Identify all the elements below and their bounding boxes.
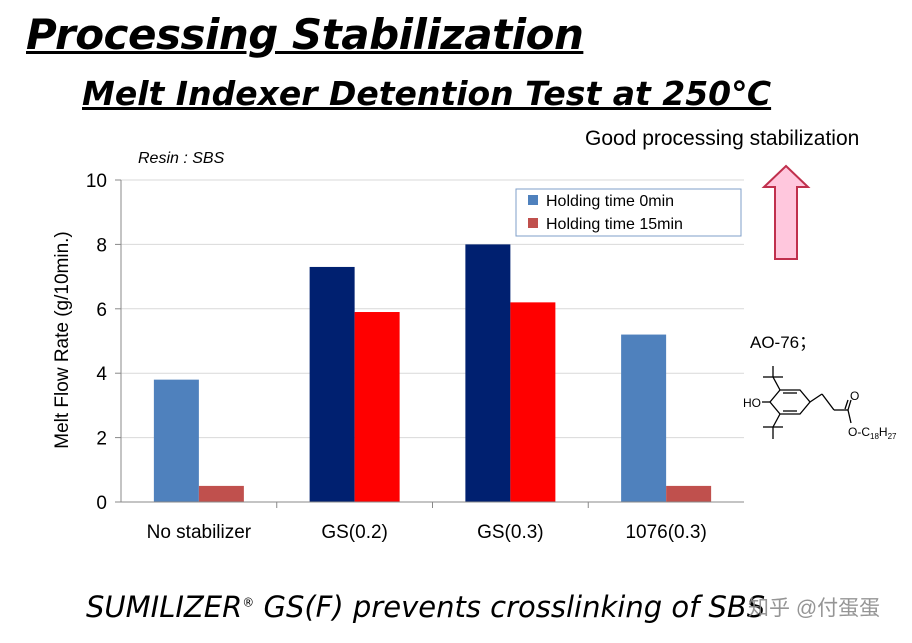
- hydroxyl-label: HO: [743, 396, 761, 410]
- slide-caption: SUMILIZER® GS(F) prevents crosslinking o…: [86, 590, 765, 624]
- ester-sub2: 27: [888, 432, 897, 441]
- bar-no-stabilizer-series-1: [198, 485, 244, 502]
- compound-label: AO-76；: [750, 333, 817, 352]
- up-arrow-icon: [761, 164, 811, 260]
- x-tick-label-1: GS(0.2): [321, 522, 388, 543]
- y-tick-label-3: 6: [96, 300, 107, 321]
- ester-label: O-C18H27: [848, 425, 897, 441]
- legend-swatch-1: [528, 218, 538, 228]
- y-tick-label-5: 10: [86, 171, 107, 192]
- legend: Holding time 0min Holding time 15min: [515, 188, 742, 237]
- watermark: 知乎 @付蛋蛋: [748, 597, 881, 620]
- x-tick-label-2: GS(0.3): [477, 522, 544, 543]
- registered-mark: ®: [242, 595, 255, 610]
- y-axis-label: Melt Flow Rate (g/10min.): [52, 231, 73, 449]
- legend-frame: [515, 188, 742, 237]
- slide-title: Processing Stabilization: [26, 10, 584, 59]
- chart-annotation: Resin : SBS: [138, 150, 225, 167]
- y-tick-label-0: 0: [96, 493, 107, 514]
- bar-gs-0-3-series-0: [465, 244, 511, 502]
- bars: [153, 244, 712, 502]
- ao76-structure-labels: HO O O-C18H27: [743, 389, 897, 441]
- carbonyl-oxygen-label: O: [850, 389, 859, 403]
- ao76-structure-icon: [762, 366, 852, 439]
- x-tick-label-0: No stabilizer: [147, 522, 252, 543]
- ester-sub1: 18: [870, 432, 879, 441]
- bar-no-stabilizer-series-0: [153, 379, 199, 502]
- caption-brand: SUMILIZER: [86, 590, 243, 624]
- slide-subtitle: Melt Indexer Detention Test at 250℃: [82, 74, 772, 113]
- x-tick-label-3: 1076(0.3): [625, 522, 706, 543]
- ester-h: H: [879, 425, 888, 439]
- y-tick-label-4: 8: [96, 235, 107, 256]
- legend-entry-0: Holding time 0min: [546, 193, 674, 210]
- legend-entry-1: Holding time 15min: [546, 216, 683, 233]
- axes: 0 2 4 6 8 10 No stabilizer GS(0.2) GS(0.3) 1076(0…: [86, 171, 744, 543]
- bar-gs-0-3-series-1: [510, 302, 556, 502]
- y-tick-label-2: 4: [96, 364, 107, 385]
- bar-1076-0-3-series-1: [666, 485, 712, 502]
- bar-gs-0-2-series-1: [354, 312, 400, 502]
- ester-prefix: O-C: [848, 425, 870, 439]
- y-tick-label-1: 2: [96, 429, 107, 450]
- bar-gs-0-2-series-0: [309, 266, 355, 502]
- legend-swatch-0: [528, 195, 538, 205]
- good-stabilization-note: Good processing stabilization: [585, 127, 860, 150]
- caption-text: GS(F) prevents crosslinking of SBS: [254, 590, 766, 624]
- bar-1076-0-3-series-0: [621, 334, 667, 502]
